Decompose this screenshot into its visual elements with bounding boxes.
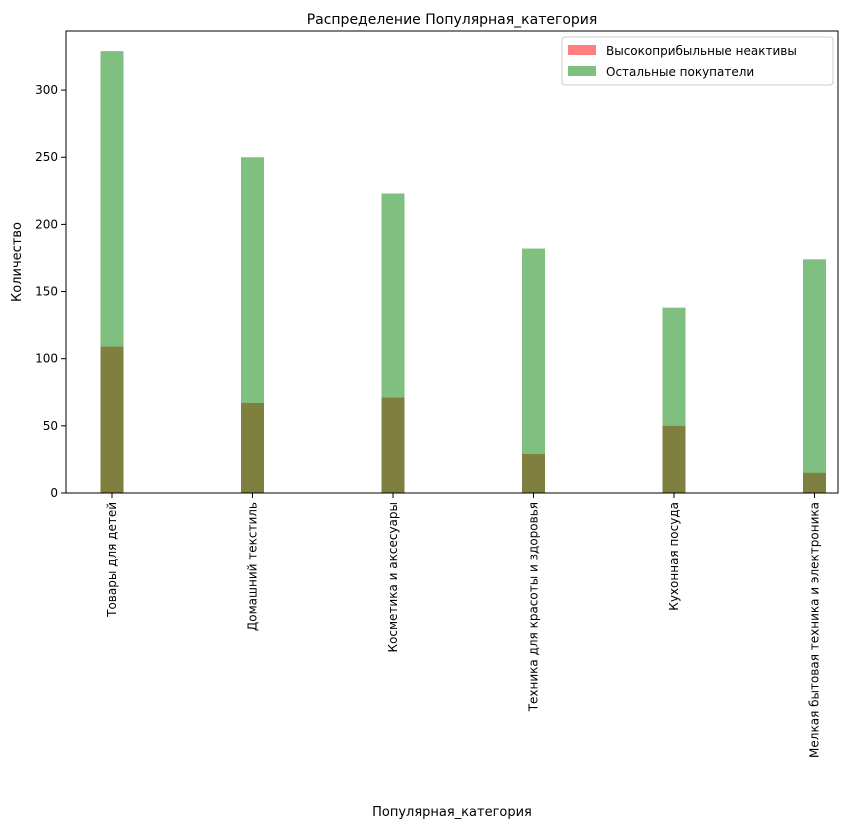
x-tick-label: Косметика и аксесуары [386,502,400,652]
x-tick-label: Мелкая бытовая техника и электроника [808,502,822,758]
legend-swatch-1 [568,66,596,76]
x-tick-label: Техника для красоты и здоровья [527,502,541,712]
y-tick-label: 100 [35,352,58,366]
bar-other-customers-2 [381,193,405,494]
x-tick-label: Кухонная посуда [667,502,681,611]
legend-label-1: Остальные покупатели [606,65,754,79]
y-axis: 0 50 100 150 200 250 300 [35,83,66,500]
y-tick-label: 0 [50,486,58,500]
bar-other-customers-1 [241,157,264,493]
bar-other-customers-0 [100,51,124,493]
y-tick-label: 250 [35,150,58,164]
x-tick-label: Товары для детей [105,502,119,618]
plot-frame [65,30,839,494]
legend-swatch-0 [568,45,596,55]
y-tick-label: 150 [35,285,58,299]
bars-group [100,51,826,494]
x-axis: Товары для детей Домашний текстиль Космети… [105,493,822,758]
x-tick-label: Домашний текстиль [246,502,260,631]
bar-other-customers-3 [522,248,545,493]
x-axis-label: Популярная_категория [372,805,532,820]
legend: Высокоприбыльные неактивы Остальные покуп… [561,36,834,86]
legend-box [561,36,834,86]
bar-other-customers-5 [803,259,826,493]
bar-other-customers-4 [662,307,686,493]
chart-title: Распределение Популярная_категория [307,12,598,28]
legend-label-0: Высокоприбыльные неактивы [606,44,797,58]
y-tick-label: 200 [35,217,58,231]
y-tick-label: 300 [35,83,58,97]
y-axis-label: Количество [10,222,25,302]
y-tick-label: 50 [43,419,58,433]
